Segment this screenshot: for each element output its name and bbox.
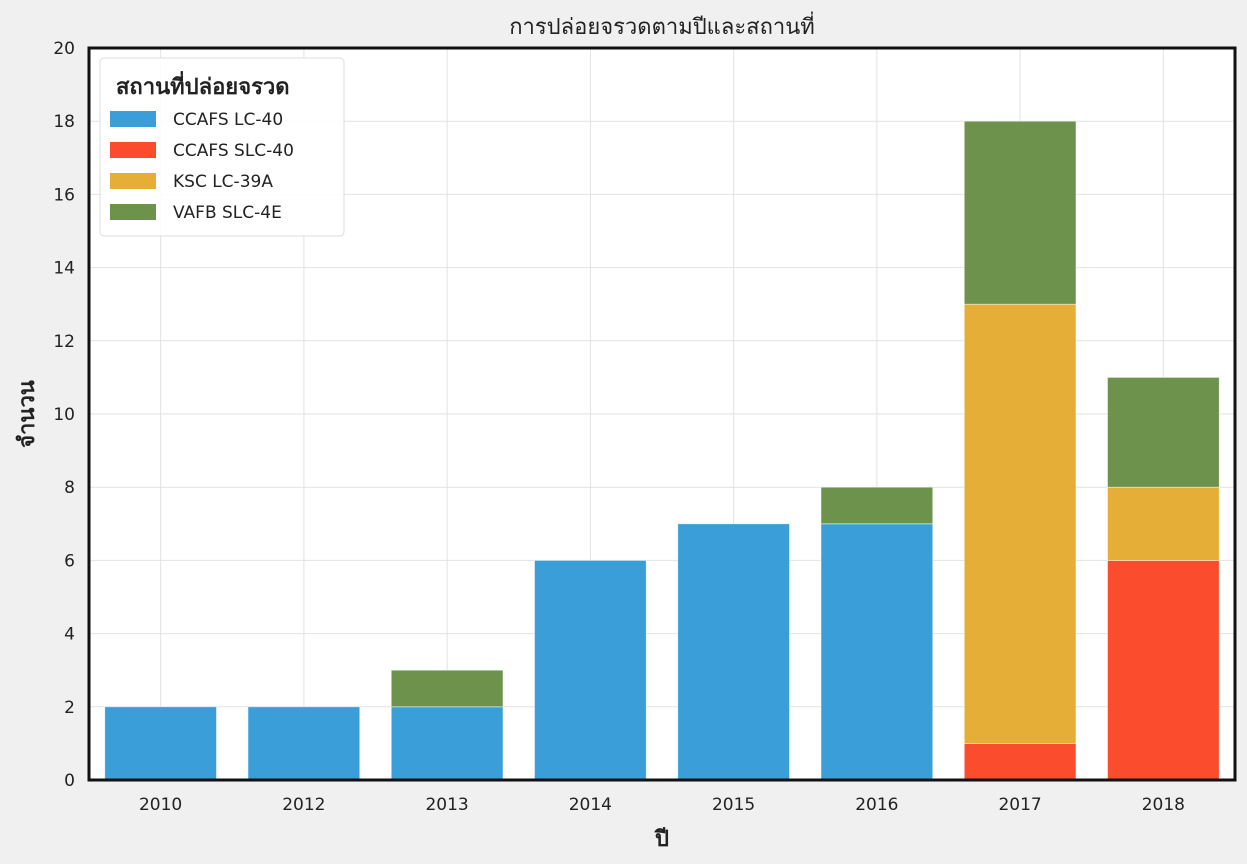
legend-swatch <box>110 111 156 127</box>
bar-segment <box>677 523 790 781</box>
x-tick-label: 2010 <box>139 795 182 815</box>
y-tick-label: 16 <box>53 185 75 205</box>
y-tick-label: 6 <box>64 551 75 571</box>
y-tick-label: 14 <box>53 259 75 279</box>
legend-items: CCAFS LC-40 CCAFS SLC-40 KSC LC-39A VAFB SL… <box>110 110 294 223</box>
legend-swatch <box>110 173 156 189</box>
x-tick-label: 2015 <box>712 795 755 815</box>
bar-segment <box>1107 486 1220 561</box>
y-tick-label: 4 <box>64 625 75 645</box>
legend-label: VAFB SLC-4E <box>173 203 282 223</box>
y-tick-label: 10 <box>53 405 75 425</box>
bar-segment <box>390 706 504 781</box>
bar-segment <box>1107 560 1220 781</box>
x-tick-labels: 2010 2012 2013 2014 2015 2016 2017 2018 <box>139 795 1185 815</box>
bar-segment <box>963 743 1077 781</box>
x-tick-label: 2014 <box>569 795 612 815</box>
legend: สถานที่ปล่อยจรวด CCAFS LC-40 CCAFS SLC-40… <box>99 57 345 237</box>
x-tick-label: 2017 <box>998 795 1041 815</box>
y-tick-label: 12 <box>53 332 75 352</box>
bars <box>104 120 1220 781</box>
legend-swatch <box>110 204 156 220</box>
legend-label: CCAFS LC-40 <box>173 110 283 130</box>
x-tick-label: 2018 <box>1142 795 1185 815</box>
y-tick-label: 8 <box>64 478 75 498</box>
y-tick-label: 20 <box>53 39 75 59</box>
plot-frame <box>87 46 1237 782</box>
legend-box <box>99 57 345 237</box>
bar-segment <box>247 706 361 781</box>
bar-segment <box>820 486 934 525</box>
y-tick-label: 18 <box>53 112 75 132</box>
bar-segment <box>963 120 1077 305</box>
y-axis-label: จำนวน <box>15 380 40 448</box>
x-tick-label: 2016 <box>855 795 898 815</box>
x-tick-label: 2013 <box>425 795 468 815</box>
legend-label: CCAFS SLC-40 <box>173 141 294 161</box>
chart-title: การปล่อยจรวดตามปีและสถานที่ <box>509 11 815 40</box>
legend-label: KSC LC-39A <box>173 172 273 192</box>
bar-segment <box>390 669 504 708</box>
x-tick-label: 2012 <box>282 795 325 815</box>
bar-segment <box>534 560 647 781</box>
legend-swatch <box>110 142 156 158</box>
bar-segment <box>963 303 1077 744</box>
bar-segment <box>1107 376 1220 488</box>
y-tick-labels: 0 2 4 6 8 10 12 14 16 18 20 <box>53 39 75 791</box>
x-axis-label: ปี <box>654 827 669 852</box>
legend-title: สถานที่ปล่อยจรวด <box>116 70 290 100</box>
bar-segment <box>820 523 934 781</box>
bar-segment <box>104 706 217 781</box>
y-tick-label: 2 <box>64 698 75 718</box>
y-tick-label: 0 <box>64 771 75 791</box>
